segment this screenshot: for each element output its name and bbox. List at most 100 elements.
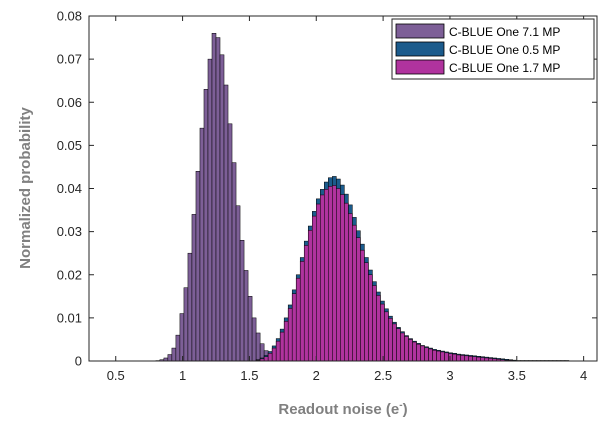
bar-7-1mp-11 [199,127,205,362]
bar-1-7mp-33 [388,318,393,362]
bar-1-7mp-56 [480,357,485,362]
bar-1-7mp-32 [384,311,389,362]
bar-1-7mp-29 [372,285,377,362]
bar-1-7mp-42 [424,347,429,362]
bar-7-1mp-3 [167,354,173,362]
x-tick-label: 0.5 [107,368,125,383]
bar-1-7mp-4 [271,347,277,362]
y-tick-label: 0.05 [57,138,82,153]
bar-7-1mp-5 [175,334,181,362]
bar-1-7mp-15 [316,203,321,362]
bar-7-1mp-22 [243,270,249,362]
legend-swatch-7-1mp [395,23,445,39]
legend-label-0-5mp: C-BLUE One 0.5 MP [449,43,560,57]
bar-1-7mp-28 [368,274,373,362]
x-tick-label: 2 [313,368,320,383]
bar-7-1mp-6 [179,313,185,362]
bar-1-7mp-37 [404,336,409,362]
legend-swatch-0-5mp [395,41,445,57]
bar-1-7mp-36 [400,332,405,362]
bar-1-7mp-18 [328,186,333,362]
bar-7-1mp-12 [203,89,209,362]
bar-7-1mp-8 [187,252,193,362]
y-axis-title: Normalized probability [17,107,34,269]
bar-1-7mp-43 [428,348,433,362]
legend-label-7-1mp: C-BLUE One 7.1 MP [449,25,560,39]
bar-1-7mp-7 [283,321,289,362]
x-tick-label: 3 [446,368,453,383]
bar-1-7mp-11 [299,261,305,362]
bar-7-1mp-21 [239,240,245,362]
bar-1-7mp-27 [364,262,369,362]
bar-1-7mp-39 [412,341,417,362]
bar-1-7mp-19 [332,185,337,362]
bar-1-7mp-40 [416,343,421,362]
bar-7-1mp-20 [235,205,241,362]
y-tick-label: 0.04 [57,181,82,196]
y-axis: 0 0.01 0.02 0.03 0.04 0.05 0.06 0.07 0.08 [57,9,597,369]
bar-1-7mp-10 [295,277,301,362]
bar-1-7mp-24 [352,224,357,362]
bar-7-1mp-19 [231,162,237,362]
bar-1-7mp-16 [320,194,325,362]
bar-1-7mp-53 [468,356,473,362]
bar-7-1mp-13 [207,58,213,362]
legend-label-1-7mp: C-BLUE One 1.7 MP [449,61,560,75]
x-tick-label: 2.5 [374,368,392,383]
bar-1-7mp-34 [392,323,397,362]
bar-1-7mp-44 [432,349,437,362]
bar-7-1mp-18 [227,123,233,362]
bar-1-7mp-35 [396,328,401,362]
bar-7-1mp-14 [211,33,217,362]
y-tick-label: 0 [75,354,82,369]
legend-swatch-1-7mp [395,59,445,75]
x-tick-label: 3.5 [508,368,526,383]
bar-1-7mp-23 [348,213,353,362]
x-tick-label: 4 [580,368,587,383]
bar-1-7mp-8 [287,308,293,362]
x-tick-label: 1.5 [240,368,258,383]
bar-7-1mp-9 [191,214,197,362]
bar-1-7mp-45 [436,350,441,362]
bar-7-1mp-10 [195,171,201,362]
x-axis: 0.5 1 1.5 2 2.5 3 3.5 4 [107,16,587,383]
bar-7-1mp-25 [255,332,261,362]
bar-7-1mp-4 [171,347,177,362]
y-tick-label: 0.08 [57,9,82,24]
y-tick-label: 0.07 [57,52,82,67]
bar-7-1mp-15 [215,37,221,362]
bar-1-7mp-54 [472,356,477,362]
bar-1-7mp-48 [448,353,453,362]
bar-1-7mp-50 [456,354,461,362]
bar-1-7mp-38 [408,339,413,362]
bar-1-7mp-20 [336,188,341,362]
bar-7-1mp-24 [251,317,257,362]
bar-1-7mp-51 [460,355,465,362]
bar-7-1mp-23 [247,296,253,362]
bar-1-7mp-6 [279,331,285,362]
bar-1-7mp-25 [356,237,361,362]
bar-1-7mp-47 [444,352,449,362]
bar-1-7mp-3 [267,352,273,362]
bar-1-7mp-52 [464,355,469,362]
bar-1-7mp-9 [291,293,297,362]
legend: C-BLUE One 7.1 MP C-BLUE One 0.5 MP C-BL… [391,18,595,80]
bar-7-1mp-16 [219,54,225,362]
bar-1-7mp-12 [303,245,309,362]
bar-1-7mp-49 [452,353,457,362]
bar-1-7mp-31 [380,303,385,362]
bar-1-7mp-30 [376,295,381,362]
y-tick-label: 0.03 [57,224,82,239]
bar-1-7mp-14 [312,215,317,362]
x-tick-label: 1 [179,368,186,383]
bar-1-7mp-26 [360,249,365,362]
y-tick-label: 0.02 [57,267,82,282]
bar-1-7mp-46 [440,351,445,362]
bar-7-1mp-7 [183,287,189,362]
bar-1-7mp-41 [420,345,425,362]
y-tick-label: 0.01 [57,310,82,325]
bar-1-7mp-17 [324,189,329,362]
bar-1-7mp-2 [263,356,269,362]
bar-7-1mp-17 [223,84,229,362]
